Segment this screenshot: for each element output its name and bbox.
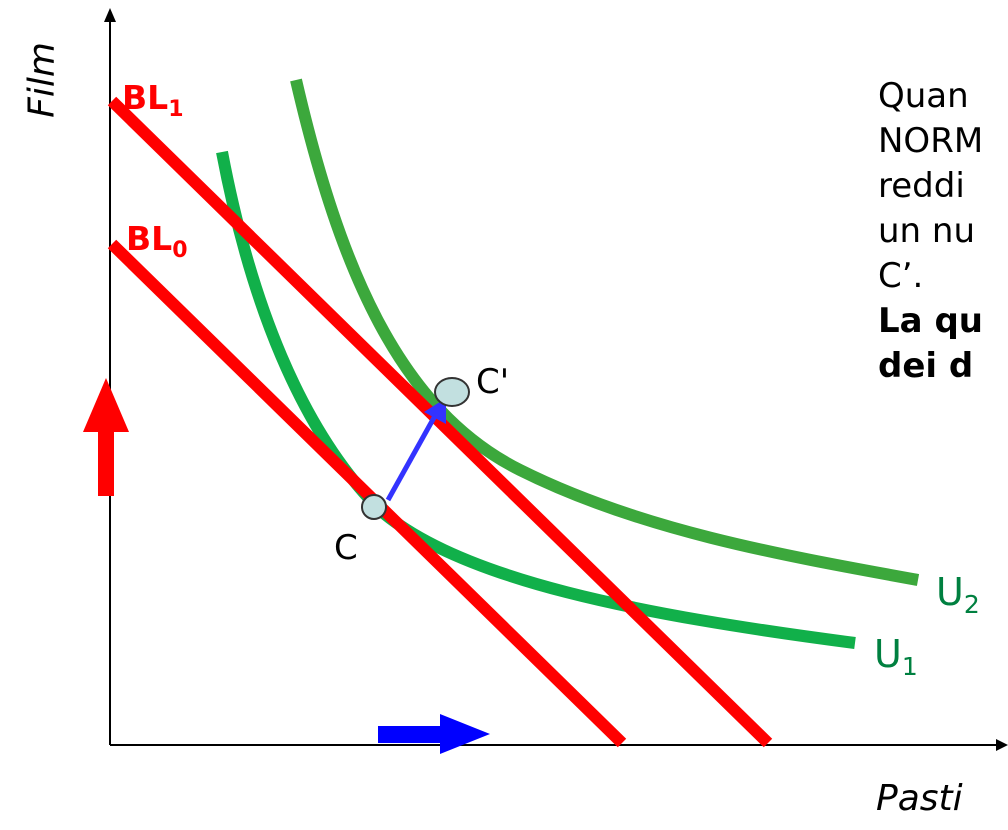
optimum-shift-arrow <box>385 412 439 502</box>
explanation-line: Quan <box>878 76 969 116</box>
explanation-line: NORM <box>878 121 984 161</box>
optimum-shift-arrowhead <box>424 398 446 424</box>
budget-line-bl0 <box>107 239 627 748</box>
indifference-curve-u2 <box>290 78 920 586</box>
budget-line-label-bl1: BL1 <box>122 78 184 122</box>
point-c-label: C <box>334 528 358 568</box>
point-c-prime-label: C' <box>476 362 510 402</box>
budget-line-bl1 <box>107 96 773 748</box>
budget-line-label-bl0: BL0 <box>126 219 188 263</box>
point-c <box>361 494 387 520</box>
explanation-line: un nu <box>878 211 976 251</box>
y-axis-arrowhead <box>104 8 116 22</box>
indifference-curve-label-u2: U2 <box>936 570 980 619</box>
point-c-prime <box>434 377 470 407</box>
x-axis-title: Pasti <box>876 778 963 819</box>
explanation-line-bold: La qu <box>878 301 983 341</box>
income-increase-up-arrow <box>83 378 129 496</box>
explanation-text: Quan NORM reddi un nu C’. La qu dei d <box>878 74 1008 389</box>
indifference-curve-label-u1: U1 <box>874 632 918 681</box>
income-increase-right-arrow <box>378 714 490 754</box>
indifference-curve-u1 <box>216 150 856 649</box>
x-axis-arrowhead <box>996 739 1008 751</box>
explanation-line: C’. <box>878 256 924 296</box>
explanation-line-bold: dei d <box>878 346 974 386</box>
explanation-line: reddi <box>878 166 965 206</box>
y-axis-title: Film <box>21 42 63 118</box>
